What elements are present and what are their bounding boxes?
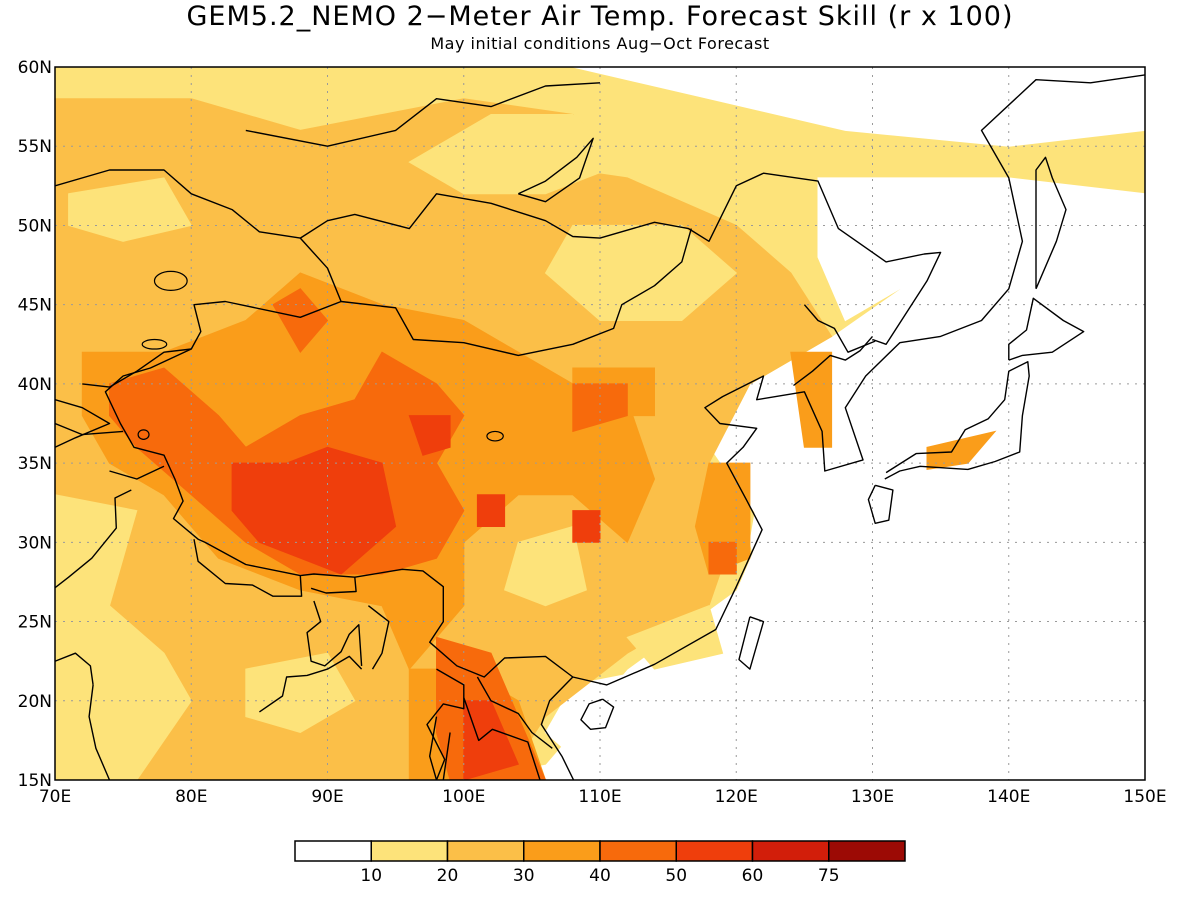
skill-region [572,510,601,543]
lon-tick-label: 110E [578,787,621,807]
skill-region [708,541,737,575]
coastline-segment [884,361,1030,480]
coastline-segment [245,82,601,147]
lat-tick-label: 35N [18,454,52,474]
colorbar-swatch [294,840,372,862]
skill-region [463,700,519,780]
colorbar-label: 75 [818,866,840,886]
lat-tick-label: 60N [18,58,52,78]
coastline-segment [793,335,874,387]
longitude-labels: 70E 80E 90E 100E 110E 120E 130E 140E 150E [39,787,1167,807]
coastline-segment [442,732,451,780]
skill-region [790,351,833,448]
coastline-segment [518,137,594,203]
coastline-segment [55,489,132,589]
colorbar-label: 30 [513,866,535,886]
lat-tick-label: 45N [18,296,52,316]
coastline-segment [55,169,942,345]
colorbar-label: 10 [360,866,382,886]
skill-region [408,114,629,195]
lat-tick-label: 15N [18,771,52,791]
map-title: GEM5.2_NEMO 2−Meter Air Temp. Forecast S… [186,1,1014,32]
colorbar-swatch [828,840,906,862]
lat-tick-label: 25N [18,613,52,633]
colorbar-swatch [751,840,830,862]
coastline-segment [310,577,357,594]
skill-region [476,494,506,527]
skill-region [272,288,329,354]
colorbar-swatch [675,840,754,862]
lat-tick-label: 40N [18,375,52,395]
coastline-segment [1035,156,1067,290]
lon-tick-label: 80E [175,787,207,807]
lon-tick-label: 120E [715,787,758,807]
coastline-segment [1008,297,1085,361]
lon-tick-label: 70E [39,787,71,807]
colorbar-swatch [523,840,601,862]
latitude-labels: 15N 20N 25N 30N 35N 40N 45N 50N 55N 60N [18,58,52,791]
lon-tick-label: 90E [311,787,343,807]
skill-region [55,494,192,780]
coastline-segment [55,399,111,448]
colorbar-label: 50 [665,866,687,886]
coastline-segment [55,422,124,436]
coastline-segment [193,539,303,597]
lat-tick-label: 20N [18,692,52,712]
lake-outline [141,338,168,350]
coastline-segment [259,655,363,713]
coastline-segment [580,698,615,730]
skill-region [503,525,587,607]
coastline-segment [82,348,192,388]
lat-tick-label: 30N [18,533,52,553]
coastline-segment [476,676,553,749]
coastline-segment [306,600,363,667]
lat-tick-label: 55N [18,137,52,157]
colorbar-label: 60 [742,866,764,886]
coastline-segment [803,304,876,353]
coastline-segment [88,684,111,780]
coastline-segment [738,616,765,670]
coastlines [55,74,1145,780]
plot-area [54,66,1146,781]
lon-tick-label: 150E [1123,787,1166,807]
map-frame [54,66,1146,781]
colorbar-swatch [446,840,525,862]
skill-region [544,224,738,321]
colorbar: 10 20 30 40 50 60 75 [294,840,906,886]
coastline-segment [367,605,390,670]
coastline-segment [463,697,541,780]
coastline-segment [429,716,438,780]
coastline-segment [867,484,894,524]
coastline-segment [540,74,1145,780]
coastline-segment [109,465,165,480]
lake-outline [153,270,188,292]
skill-region [626,605,724,670]
lon-tick-label: 140E [987,787,1030,807]
colorbar-label: 40 [589,866,611,886]
skill-region [408,415,451,456]
lat-tick-label: 50N [18,216,52,236]
coastline-segment [55,652,94,685]
map-subtitle: May initial conditions Aug−Oct Forecast [430,34,770,53]
lake-outline [486,430,504,442]
lake-outline [137,429,150,440]
coastline-segment [426,668,465,780]
colorbar-swatch [370,840,449,862]
lon-tick-label: 100E [442,787,485,807]
colorbar-swatch [599,840,677,862]
lon-tick-label: 130E [851,787,894,807]
skill-field [55,67,1145,780]
colorbar-label: 20 [437,866,459,886]
skill-region [572,383,628,433]
